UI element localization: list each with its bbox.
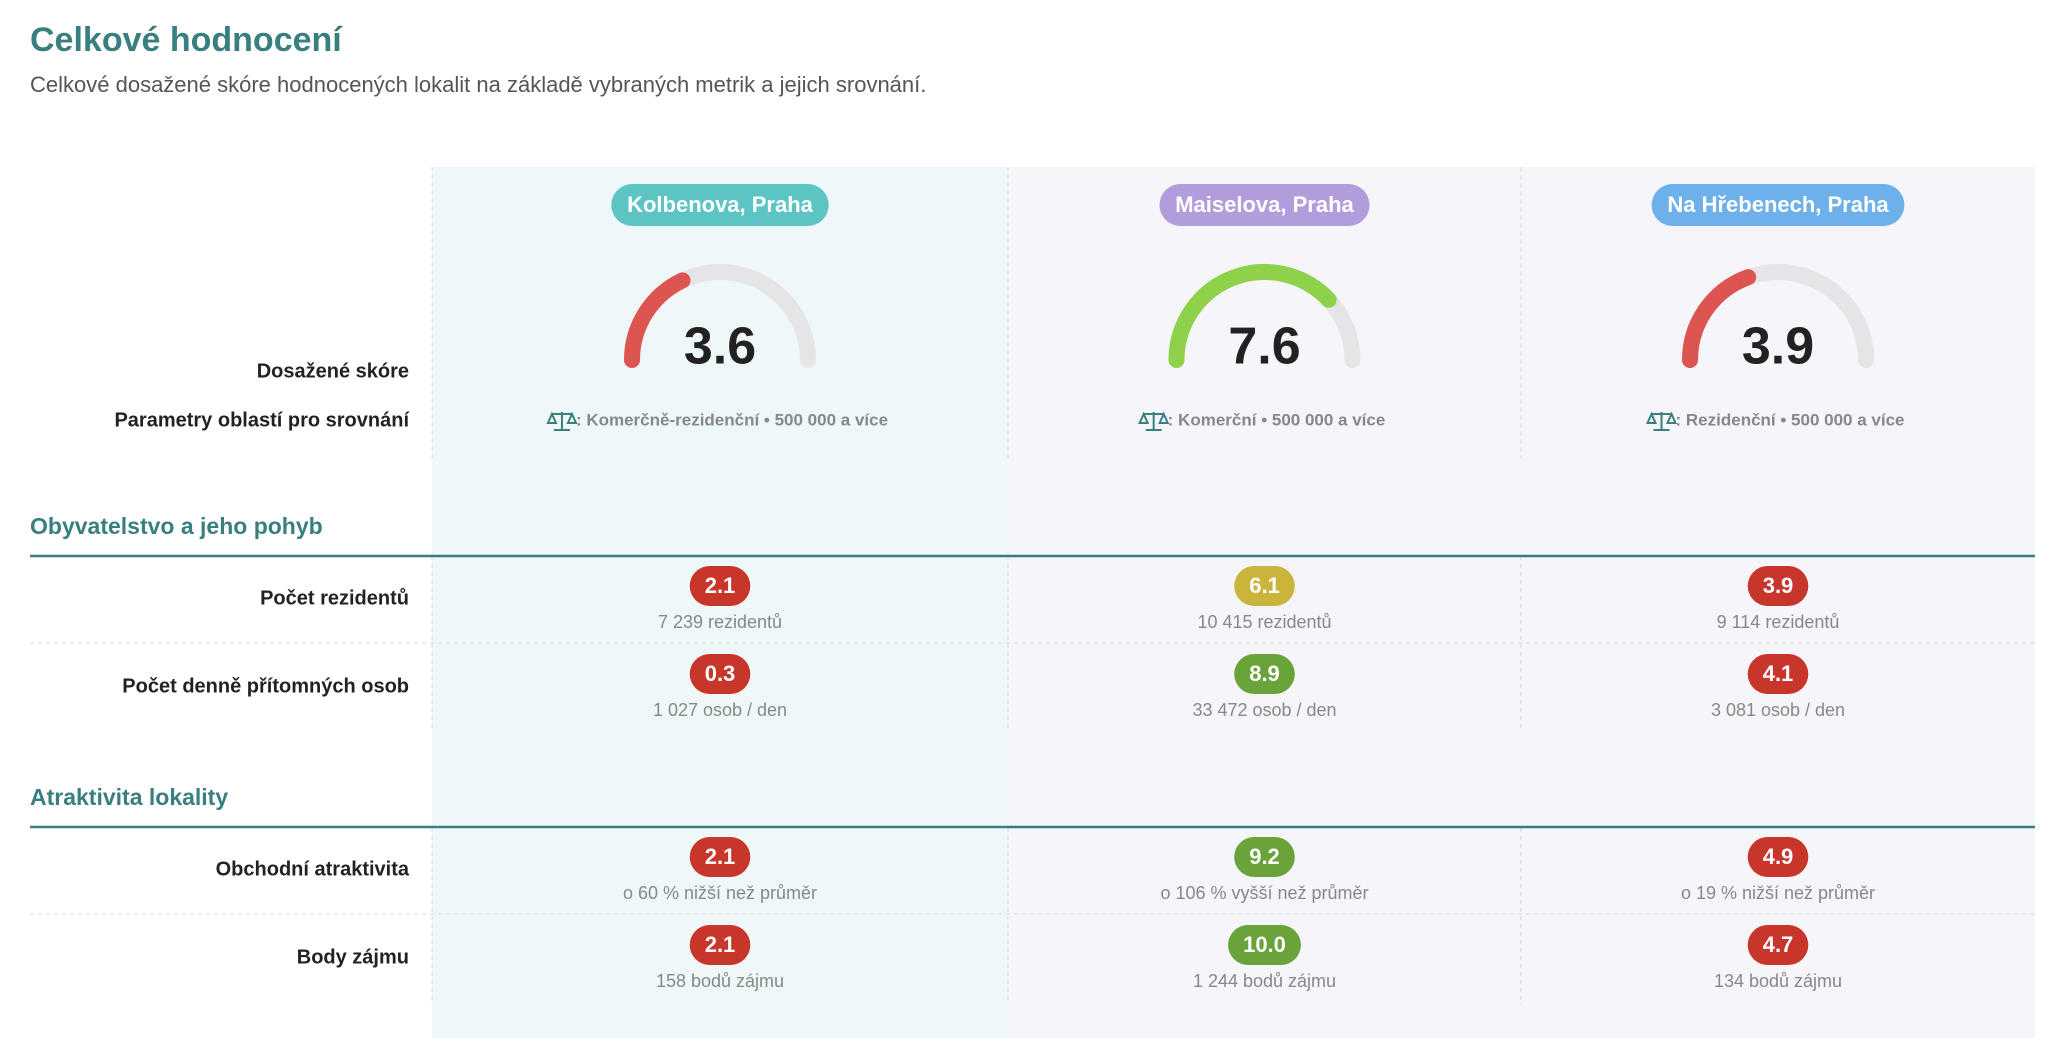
score-pill-bg (689, 654, 751, 694)
location-pill-bg (611, 184, 829, 226)
cell-note: 158 bodů zájmu (656, 971, 784, 991)
score-pill: 4.9 (1747, 837, 1809, 877)
score-pill-text: 8.9 (1249, 661, 1280, 686)
score-pill-bg (1234, 837, 1295, 877)
cell-note: o 106 % vyšší než průměr (1160, 883, 1368, 903)
location-pill: Maiselova, Praha (1159, 184, 1370, 226)
score-pill: 2.1 (689, 566, 751, 606)
location-pill-text: Kolbenova, Praha (627, 192, 814, 217)
score-pill-bg (689, 566, 751, 606)
section-title: Atraktivita lokality (30, 784, 228, 810)
score-pill-bg (1747, 925, 1809, 965)
score-pill-text: 2.1 (705, 932, 736, 957)
cell-note: 134 bodů zájmu (1714, 971, 1842, 991)
location-pill: Kolbenova, Praha (611, 184, 829, 226)
gauge-score: 3.6 (684, 318, 756, 376)
scale-icon-shape (546, 411, 578, 431)
score-pill-text: 6.1 (1249, 573, 1280, 598)
score-pill-bg (1747, 566, 1809, 606)
score-pill-bg (689, 837, 751, 877)
scale-icon (546, 411, 578, 431)
scale-icon (1645, 411, 1678, 431)
score-pill-text: 4.9 (1763, 844, 1794, 869)
score-pill-text: 4.1 (1763, 661, 1794, 686)
gauge-value (624, 272, 691, 368)
score-pill-text: 2.1 (705, 844, 736, 869)
location-pill-bg (1651, 184, 1905, 226)
score-pill-bg (1234, 566, 1295, 606)
score-pill: 6.1 (1234, 566, 1295, 606)
cell-note: o 60 % nižší než průměr (623, 883, 817, 903)
cell-note: 7 239 rezidentů (658, 612, 782, 632)
page-subtitle: Celkové dosažené skóre hodnocených lokal… (30, 72, 926, 97)
row-label: Počet rezidentů (260, 587, 409, 609)
scale-icon-shape (1138, 411, 1170, 431)
row-label: Počet denně přítomných osob (122, 675, 409, 697)
gauge-value (1168, 264, 1337, 368)
score-pill-bg (1234, 654, 1295, 694)
score-pill: 2.1 (689, 925, 751, 965)
score-pill-text: 9.2 (1249, 844, 1280, 869)
comparison-params: : Komerční • 500 000 a více (1168, 410, 1386, 429)
row-label: Body zájmu (297, 946, 409, 968)
score-pill: 9.2 (1234, 837, 1295, 877)
score-pill-text: 10.0 (1243, 932, 1286, 957)
section-title: Obyvatelstvo a jeho pohyb (30, 513, 323, 539)
location-pill-text: Maiselova, Praha (1175, 192, 1354, 217)
cell-note: 10 415 rezidentů (1197, 612, 1331, 632)
comparison-params: : Komerčně-rezidenční • 500 000 a více (576, 410, 888, 429)
page-title: Celkové hodnocení (30, 21, 343, 59)
gauge-score: 7.6 (1228, 318, 1300, 376)
location-pill-bg (1159, 184, 1370, 226)
cell-note: 9 114 rezidentů (1717, 612, 1840, 632)
score-pill: 10.0 (1228, 925, 1301, 965)
location-pill-text: Na Hřebenech, Praha (1667, 192, 1889, 217)
row-label: Parametry oblastí pro srovnání (114, 409, 410, 431)
score-pill: 8.9 (1234, 654, 1295, 694)
gauge-value (1682, 269, 1757, 368)
score-pill: 4.1 (1747, 654, 1809, 694)
score-pill: 0.3 (689, 654, 751, 694)
score-pill-bg (689, 925, 751, 965)
score-pill: 3.9 (1747, 566, 1809, 606)
cell-note: 1 027 osob / den (653, 700, 787, 720)
location-pill: Na Hřebenech, Praha (1651, 184, 1905, 226)
comparison-params: : Rezidenční • 500 000 a více (1676, 410, 1905, 429)
cell-note: 33 472 osob / den (1192, 700, 1336, 720)
score-pill-text: 4.7 (1763, 932, 1794, 957)
score-pill-bg (1228, 925, 1301, 965)
scale-icon (1138, 411, 1170, 431)
score-pill-bg (1747, 837, 1809, 877)
gauge-score: 3.9 (1742, 318, 1814, 376)
score-pill-text: 2.1 (705, 573, 736, 598)
score-pill-text: 3.9 (1763, 573, 1794, 598)
score-pill-text: 0.3 (705, 661, 736, 686)
score-pill: 4.7 (1747, 925, 1809, 965)
cell-note: 3 081 osob / den (1711, 700, 1845, 720)
row-label: Obchodní atraktivita (216, 858, 410, 880)
score-pill: 2.1 (689, 837, 751, 877)
cell-note: 1 244 bodů zájmu (1193, 971, 1336, 991)
cell-note: o 19 % nižší než průměr (1681, 883, 1875, 903)
scale-icon-shape (1645, 411, 1678, 431)
score-pill-bg (1747, 654, 1809, 694)
row-label: Dosažené skóre (257, 360, 409, 382)
